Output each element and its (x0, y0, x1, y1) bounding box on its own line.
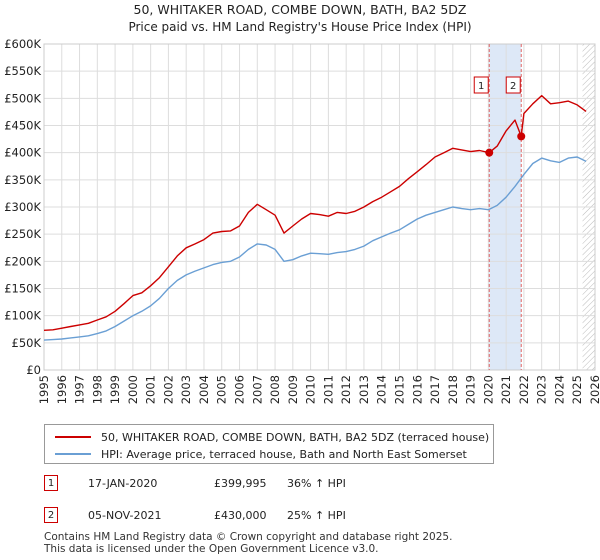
chart-subtitle: Price paid vs. HM Land Registry's House … (128, 20, 471, 34)
x-tick-label: 2009 (286, 375, 300, 404)
x-tick-label: 2017 (428, 375, 442, 404)
hpi-line (44, 156, 587, 341)
y-tick-label: £0 (26, 363, 41, 377)
sale-label-box-2 (505, 76, 521, 94)
x-tick-label: 2021 (499, 375, 513, 404)
x-tick-label: 2024 (552, 375, 566, 404)
x-tick-label: 2005 (215, 375, 229, 404)
x-tick-label: 2014 (375, 375, 389, 404)
chart-legend: 50, WHITAKER ROAD, COMBE DOWN, BATH, BA2… (44, 424, 494, 464)
x-tick-label: 2007 (250, 375, 264, 404)
x-tick-label: 2019 (464, 375, 478, 404)
x-tick-label: 1997 (73, 375, 87, 404)
sale-number-badge: 2 (44, 507, 58, 523)
footer-attribution: Contains HM Land Registry data © Crown c… (44, 531, 452, 555)
legend-swatch-hpi (55, 453, 91, 455)
y-tick-label: £350K (4, 173, 41, 187)
x-tick-label: 2011 (321, 375, 335, 404)
y-tick-label: £300K (4, 200, 41, 214)
x-tick-label: 1999 (108, 375, 122, 404)
sale-label-1: 1 (478, 81, 484, 92)
y-tick-label: £250K (4, 227, 41, 241)
y-tick-label: £600K (4, 37, 41, 51)
sale-hpi-change: 36% ↑ HPI (287, 476, 346, 490)
x-tick-label: 2020 (481, 375, 495, 404)
sale-label-2: 2 (510, 81, 516, 92)
x-tick-label: 2001 (144, 375, 158, 404)
sale-date: 05-NOV-2021 (88, 508, 162, 522)
x-tick-label: 2023 (535, 375, 549, 404)
x-tick-label: 2008 (268, 375, 282, 404)
y-tick-label: £400K (4, 146, 41, 160)
sale-price: £399,995 (214, 476, 267, 490)
sale-point-2 (517, 132, 526, 141)
footer-line-copyright: Contains HM Land Registry data © Crown c… (44, 531, 453, 543)
legend-swatch-property (55, 436, 91, 438)
legend-label-hpi: HPI: Average price, terraced house, Bath… (101, 447, 467, 461)
x-tick-label: 2012 (339, 375, 353, 404)
plot-frame (43, 43, 596, 371)
price-chart: 50, WHITAKER ROAD, COMBE DOWN, BATH, BA2… (4, 2, 600, 404)
sale-hpi-change: 25% ↑ HPI (287, 508, 346, 522)
x-tick-label: 2000 (126, 375, 140, 404)
x-tick-label: 2026 (588, 375, 600, 404)
footer-line-licence: This data is licensed under the Open Gov… (44, 543, 379, 555)
x-tick-label: 2003 (179, 375, 193, 404)
sale-number-badge: 1 (44, 475, 58, 491)
y-tick-label: £500K (4, 91, 41, 105)
x-tick-label: 1996 (55, 375, 69, 404)
legend-label-property: 50, WHITAKER ROAD, COMBE DOWN, BATH, BA2… (101, 430, 490, 444)
y-tick-label: £150K (4, 282, 41, 296)
x-tick-label: 2022 (517, 375, 531, 404)
y-tick-label: £50K (12, 336, 42, 350)
x-tick-label: 2025 (570, 375, 584, 404)
sale-price: £430,000 (214, 508, 267, 522)
y-tick-label: £450K (4, 119, 41, 133)
x-tick-label: 2010 (304, 375, 318, 404)
sale-label-box-1 (473, 76, 489, 94)
x-tick-label: 2015 (392, 375, 406, 404)
x-tick-label: 1995 (37, 375, 51, 404)
x-tick-label: 2018 (446, 375, 460, 404)
x-tick-label: 2002 (161, 375, 175, 404)
sale-row-2: 2 05-NOV-2021 £430,000 25% ↑ HPI (44, 505, 444, 525)
sale-row-1: 1 17-JAN-2020 £399,995 36% ↑ HPI (44, 473, 444, 493)
x-tick-label: 1998 (90, 375, 104, 404)
y-tick-label: £200K (4, 254, 41, 268)
x-tick-label: 2013 (357, 375, 371, 404)
y-tick-label: £550K (4, 64, 41, 78)
legend-item-property: 50, WHITAKER ROAD, COMBE DOWN, BATH, BA2… (55, 429, 489, 445)
chart-title: 50, WHITAKER ROAD, COMBE DOWN, BATH, BA2… (134, 2, 467, 17)
legend-item-hpi: HPI: Average price, terraced house, Bath… (55, 446, 467, 462)
x-tick-label: 2004 (197, 375, 211, 404)
property-price-line (44, 94, 587, 331)
y-tick-label: £100K (4, 309, 41, 323)
x-tick-label: 2006 (233, 375, 247, 404)
sale-date: 17-JAN-2020 (88, 476, 158, 490)
sale-point-1 (485, 148, 494, 157)
x-tick-label: 2016 (410, 375, 424, 404)
